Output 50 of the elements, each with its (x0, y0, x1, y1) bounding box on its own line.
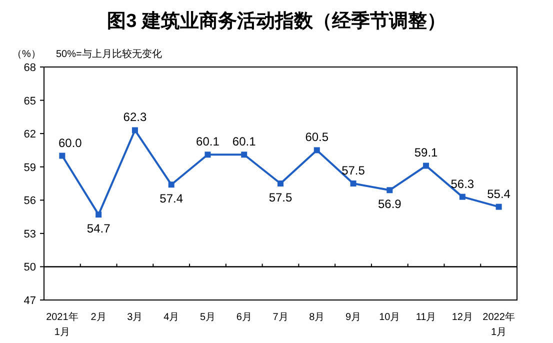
point (132, 127, 138, 134)
x-tick-label: 2月 (90, 312, 106, 323)
point (241, 152, 248, 158)
x-tick-label: 5月 (200, 312, 216, 323)
y-axis-title: （%） (12, 49, 41, 60)
data-label: 54.7 (86, 222, 111, 236)
x-tick-label: 7月 (272, 312, 288, 323)
point (168, 182, 174, 188)
x-tick-label: 2022年 1月 (482, 311, 515, 338)
point (423, 162, 430, 169)
data-label: 60.0 (58, 136, 82, 150)
y-tick-label: 62 (24, 128, 36, 141)
x-tick-label: 8月 (309, 312, 325, 323)
data-label: 60.1 (232, 134, 256, 149)
point (496, 204, 502, 210)
y-tick-label: 53 (24, 228, 36, 240)
data-label: 57.5 (268, 190, 292, 204)
point (314, 147, 320, 154)
y-tick-label: 56 (24, 195, 36, 208)
x-tick-label: 3月 (127, 312, 143, 323)
x-tick-label: 4月 (164, 312, 180, 323)
x-tick-label: 11月 (416, 312, 436, 323)
point (459, 194, 466, 200)
y-tick-label: 47 (24, 295, 36, 307)
point (96, 212, 102, 218)
data-label: 56.3 (450, 176, 474, 191)
data-label: 60.5 (305, 130, 329, 144)
data-label: 60.1 (196, 134, 220, 149)
y-tick-label: 68 (24, 62, 36, 74)
data-label: 56.9 (378, 197, 402, 212)
x-tick-label: 6月 (236, 312, 252, 323)
data-label: 59.1 (414, 146, 438, 160)
data-label: 55.4 (487, 186, 511, 201)
text: 50%=与上月比较无变化 (56, 48, 162, 60)
y-tick-label: 59 (24, 162, 36, 174)
point (386, 187, 393, 194)
point (204, 152, 211, 158)
x-tick-label: 12月 (452, 312, 473, 323)
point (278, 180, 284, 186)
x-tick-label: 2021年 1月 (46, 311, 78, 338)
data-label: 57.4 (160, 192, 184, 206)
data-label: 62.3 (123, 110, 147, 124)
y-tick-label: 50 (24, 262, 36, 274)
chart-title: 图3 建筑业商务活动指数（经季节调整） (107, 10, 446, 32)
data-label: 57.5 (342, 164, 366, 178)
point (350, 180, 356, 186)
x-tick-label: 10月 (379, 312, 400, 323)
x-tick-label: 9月 (345, 312, 362, 323)
y-tick-label: 65 (24, 95, 36, 108)
point (59, 152, 66, 159)
